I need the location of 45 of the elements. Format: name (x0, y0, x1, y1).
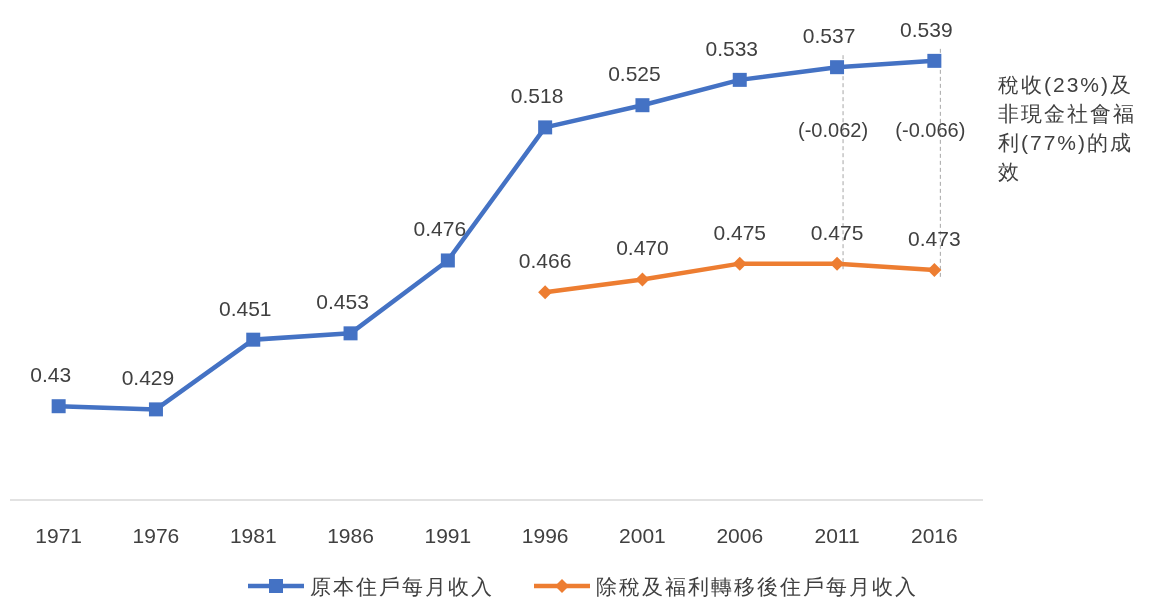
x-tick: 1986 (327, 524, 374, 547)
point (635, 272, 650, 287)
data-label: 0.466 (518, 249, 572, 273)
data-label: 0.525 (608, 62, 661, 86)
annotation: (-0.066) (895, 119, 966, 142)
x-tick: 2016 (911, 524, 958, 547)
point (732, 256, 747, 271)
point (927, 53, 942, 68)
annotation: (-0.062) (798, 119, 869, 142)
x-tick: 1976 (132, 524, 180, 547)
point (538, 285, 553, 300)
text: 稅收(23%)及非現金社會福利(77%)的成效 (998, 72, 1137, 185)
x-tick: 2011 (814, 524, 860, 547)
x-tick: 1971 (35, 524, 82, 547)
point (927, 262, 942, 277)
data-label: 0.518 (510, 84, 564, 108)
data-label: 0.475 (713, 220, 767, 244)
data-label: 0.539 (900, 17, 953, 41)
data-label: 0.533 (705, 36, 759, 60)
data-label: 0.476 (413, 217, 467, 241)
data-label: 0.453 (316, 290, 369, 314)
x-tick: 1991 (424, 524, 472, 547)
x-tick: 2001 (619, 524, 666, 547)
point (148, 402, 163, 417)
point (440, 253, 455, 268)
point (830, 60, 845, 75)
data-label: 0.43 (30, 363, 72, 387)
legend-label: 除稅及福利轉移後住戶每月收入 (596, 575, 918, 598)
x-tick: 1996 (521, 524, 569, 547)
point (246, 332, 261, 347)
point (830, 256, 845, 271)
data-label: 0.475 (810, 220, 864, 244)
data-label: 0.470 (616, 236, 669, 260)
data-label: 0.429 (121, 366, 175, 390)
x-tick: 2006 (716, 524, 764, 547)
legend-label: 原本住戶每月收入 (310, 575, 494, 598)
data-label: 0.451 (218, 296, 272, 320)
point (343, 326, 358, 341)
data-label: 0.473 (908, 226, 961, 250)
point (538, 120, 553, 135)
point (732, 72, 747, 87)
x-tick: 1981 (229, 524, 277, 547)
point (635, 98, 650, 113)
point (51, 399, 66, 414)
data-label: 0.537 (802, 24, 856, 48)
